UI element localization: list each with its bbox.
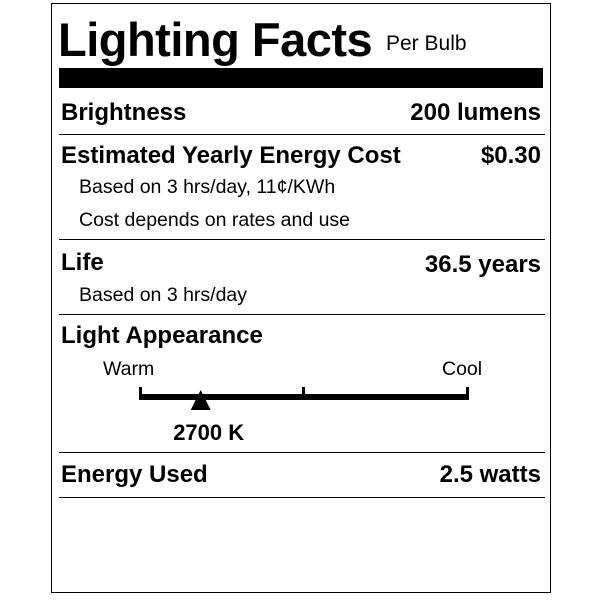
scale-tick-left (139, 387, 142, 400)
energy-used-value: 2.5 watts (439, 461, 541, 488)
brightness-value: 200 lumens (410, 99, 541, 126)
light-appearance-label: Light Appearance (61, 322, 263, 349)
divider (59, 452, 545, 453)
divider (59, 314, 545, 315)
label-frame (51, 3, 551, 593)
energy-cost-note-1: Based on 3 hrs/day, 11¢/KWh (79, 176, 336, 198)
brightness-label: Brightness (61, 99, 187, 126)
energy-cost-label: Estimated Yearly Energy Cost (61, 142, 401, 169)
warm-label: Warm (103, 358, 155, 380)
label-subtitle: Per Bulb (386, 32, 467, 55)
divider (59, 134, 545, 135)
energy-cost-value: $0.30 (480, 142, 541, 169)
cool-label: Cool (442, 358, 483, 380)
energy-used-label: Energy Used (61, 461, 208, 488)
life-note: Based on 3 hrs/day (79, 284, 248, 306)
scale-tick-middle (302, 387, 305, 400)
divider (59, 497, 545, 498)
color-temperature-value: 2700 K (173, 420, 245, 445)
energy-cost-note-2: Cost depends on rates and use (79, 209, 351, 231)
scale-tick-right (466, 387, 469, 400)
temperature-marker-icon (190, 390, 211, 410)
title-bar (59, 68, 543, 88)
life-label: Life (61, 249, 104, 276)
label-title: Lighting Facts (58, 13, 373, 66)
divider (59, 239, 545, 240)
life-value: 36.5 years (424, 251, 541, 278)
